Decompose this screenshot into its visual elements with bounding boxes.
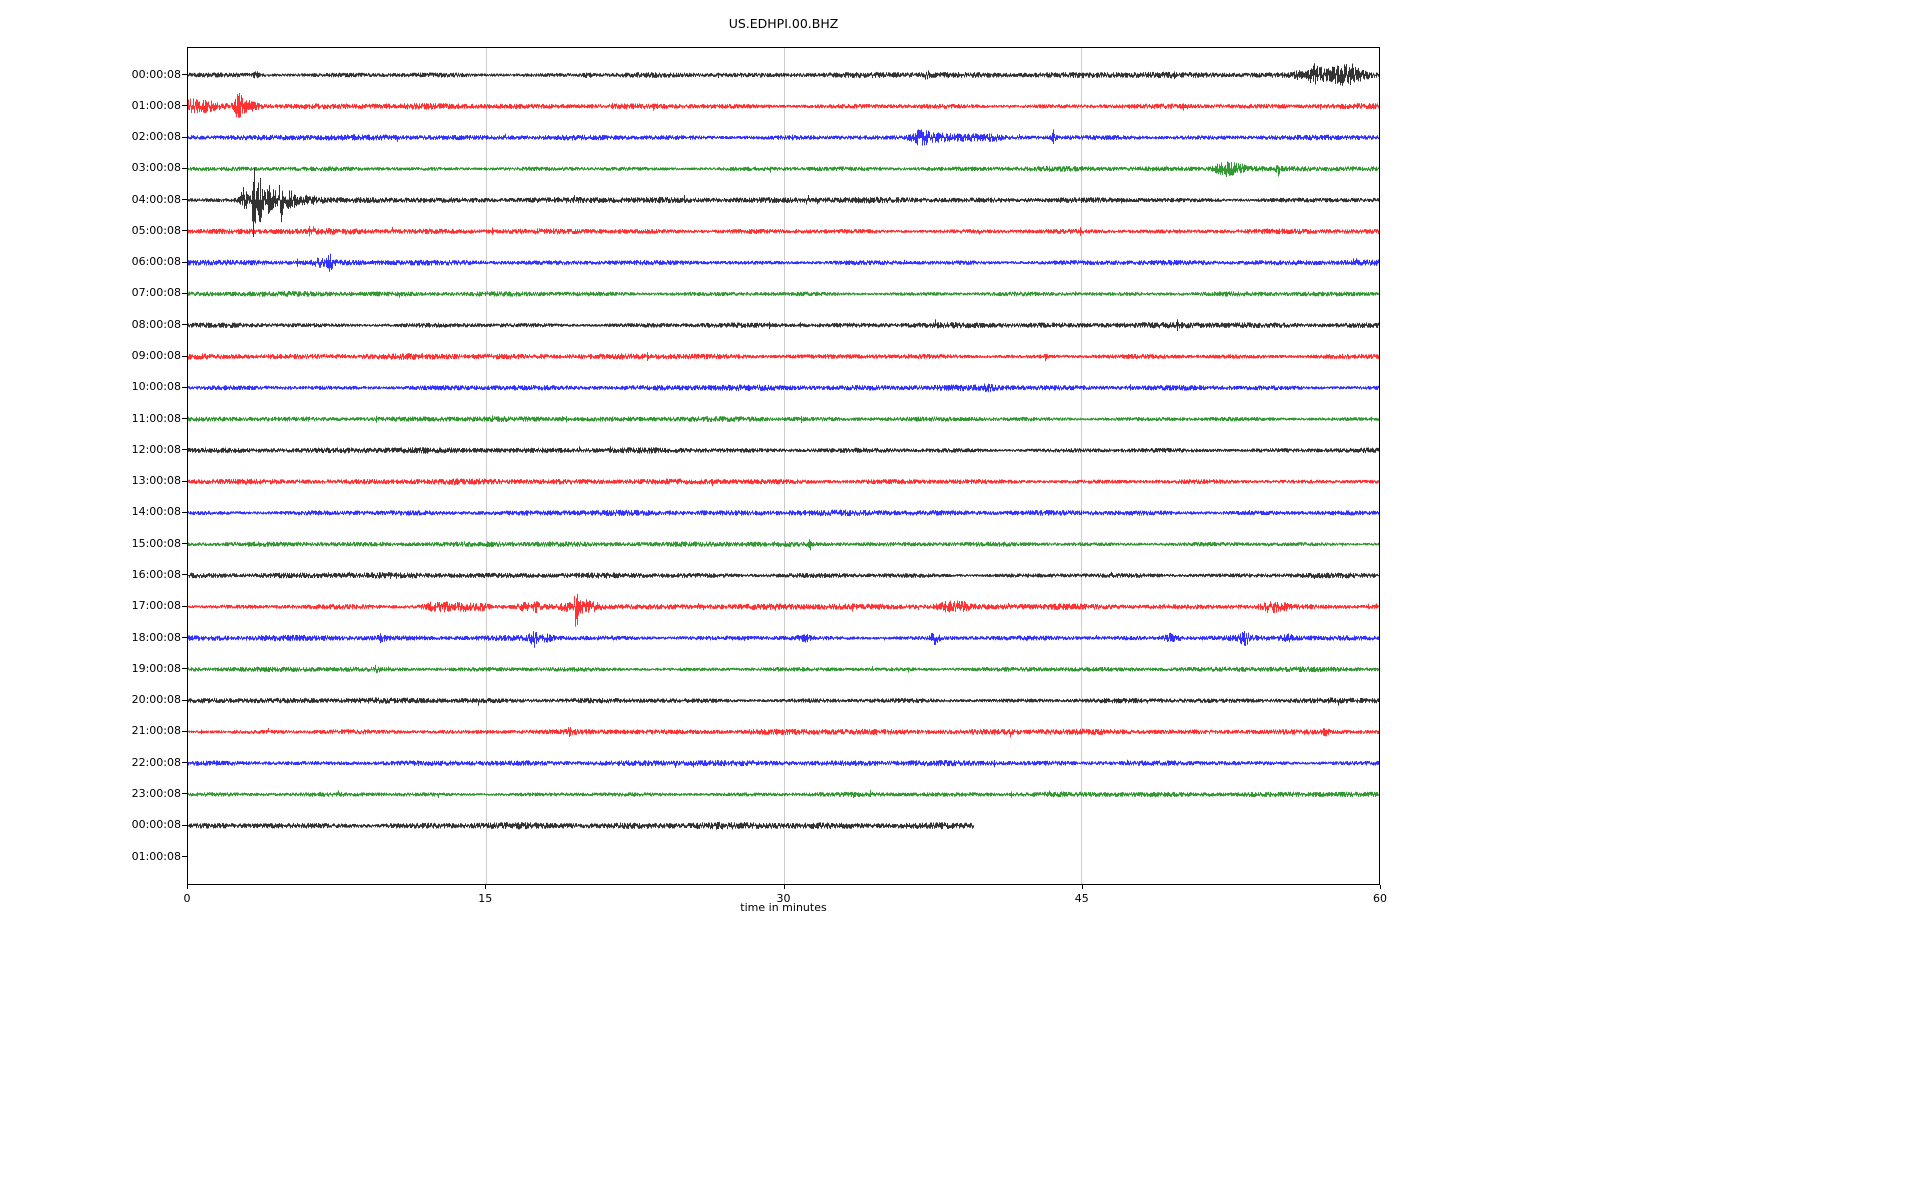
y-tick — [182, 418, 187, 420]
y-tick — [182, 74, 187, 75]
x-tick — [485, 885, 487, 889]
y-tick — [182, 543, 187, 545]
y-tick — [182, 480, 187, 482]
x-tick — [1380, 885, 1381, 889]
row-label: 02:00:08 — [131, 130, 181, 144]
row-label: 21:00:08 — [131, 724, 181, 738]
row-label: 17:00:08 — [131, 599, 181, 613]
chart-title: US.EDHPI.00.BHZ — [728, 16, 839, 31]
row-label: 12:00:08 — [131, 442, 181, 456]
y-tick — [182, 730, 187, 732]
y-tick — [182, 574, 187, 576]
x-tick-label: 60 — [1373, 892, 1387, 905]
row-label: 06:00:08 — [131, 255, 181, 269]
y-tick — [182, 167, 187, 169]
row-label: 03:00:08 — [131, 161, 181, 175]
row-label: 01:00:08 — [131, 849, 181, 863]
x-tick-label: 30 — [776, 892, 791, 905]
x-tick — [783, 885, 785, 889]
y-tick — [182, 230, 187, 232]
row-label: 08:00:08 — [131, 317, 181, 331]
row-label: 20:00:08 — [131, 693, 181, 707]
row-label: 13:00:08 — [131, 474, 181, 488]
y-tick — [182, 386, 187, 388]
y-tick — [182, 762, 187, 764]
row-label: 23:00:08 — [131, 786, 181, 800]
row-label: 07:00:08 — [131, 286, 181, 300]
x-tick — [1081, 885, 1083, 889]
y-tick — [182, 637, 187, 639]
y-tick — [182, 105, 187, 107]
y-tick — [182, 136, 187, 138]
y-tick — [182, 605, 187, 607]
y-tick — [182, 449, 187, 451]
y-tick — [182, 261, 187, 263]
waveform-canvas — [188, 48, 1379, 884]
row-label: 15:00:08 — [131, 536, 181, 550]
row-label: 00:00:08 — [131, 818, 181, 832]
y-tick — [182, 292, 187, 294]
row-label: 18:00:08 — [131, 630, 181, 644]
row-label: 01:00:08 — [131, 98, 181, 112]
row-label: 16:00:08 — [131, 567, 181, 581]
y-tick — [182, 511, 187, 513]
y-tick — [182, 793, 187, 795]
row-label: 04:00:08 — [131, 192, 181, 206]
y-tick — [182, 668, 187, 670]
x-tick-label: 0 — [183, 892, 191, 905]
y-tick — [182, 355, 187, 357]
y-tick — [182, 199, 187, 201]
plot-area — [187, 47, 1380, 885]
row-label: 19:00:08 — [131, 661, 181, 675]
row-label: 22:00:08 — [131, 755, 181, 769]
x-tick-label: 15 — [478, 892, 493, 905]
row-label: 00:00:08 — [131, 67, 181, 81]
y-tick — [182, 324, 187, 326]
row-label: 14:00:08 — [131, 505, 181, 519]
row-label: 10:00:08 — [131, 380, 181, 394]
x-tick — [187, 885, 188, 889]
row-label: 09:00:08 — [131, 349, 181, 363]
y-tick — [182, 856, 187, 857]
x-tick-label: 45 — [1074, 892, 1089, 905]
y-tick — [182, 824, 187, 826]
row-label: 11:00:08 — [131, 411, 181, 425]
x-axis-label: time in minutes — [740, 901, 827, 914]
row-label: 05:00:08 — [131, 223, 181, 237]
y-tick — [182, 699, 187, 701]
